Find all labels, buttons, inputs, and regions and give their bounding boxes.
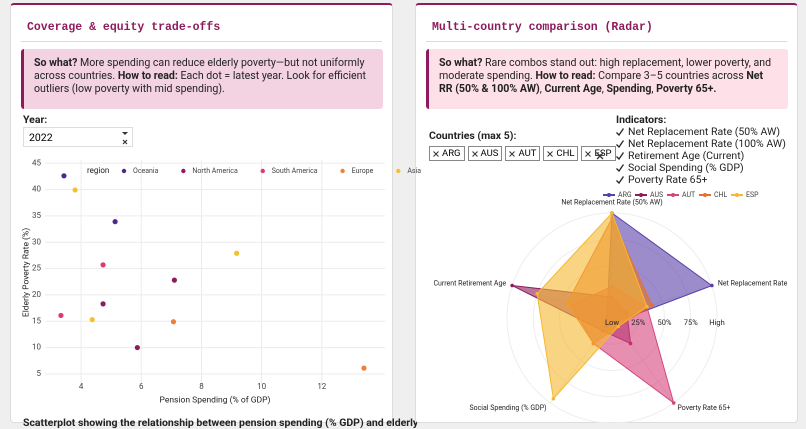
select-icons: [122, 132, 128, 145]
note-text: How to read:: [535, 69, 596, 82]
legend-swatch: [396, 168, 401, 174]
scatter-card: Coverage & equity trade-offs So what? Mo…: [10, 3, 418, 429]
note-text: ,: [651, 82, 657, 95]
note-text: So what?: [34, 56, 78, 69]
note-text: ,: [539, 82, 545, 95]
indicator-label: Social Spending (% GDP): [628, 161, 744, 174]
year-select[interactable]: 2022: [23, 127, 133, 147]
clear-icon[interactable]: [596, 152, 604, 160]
separator: [21, 41, 382, 42]
check-icon: [616, 139, 624, 148]
card-title: Multi-country comparison (Radar): [432, 21, 653, 34]
check-icon: [616, 127, 624, 136]
chip-label: AUS: [480, 148, 499, 159]
indicator-option[interactable]: Net Replacement Rate (50% AW): [616, 125, 780, 138]
info-note: So what? Rare combos stand out: high rep…: [426, 49, 788, 109]
indicator-label: Net Replacement Rate (50% AW): [628, 125, 780, 138]
indicator-label: Retirement Age (Current): [628, 149, 745, 162]
check-icon: [616, 163, 624, 172]
year-value: 2022: [29, 131, 53, 144]
indicator-option[interactable]: Poverty Rate 65+: [616, 173, 707, 186]
note-text: Net RR (50% & 100% AW): [439, 69, 764, 95]
remove-icon[interactable]: [585, 150, 592, 157]
note-text: Current Age: [544, 82, 602, 95]
remove-icon[interactable]: [509, 150, 516, 157]
note-text: How to read:: [117, 69, 178, 82]
note-text: ,: [601, 82, 607, 95]
indicator-label: Poverty Rate 65+: [628, 173, 708, 186]
country-chip[interactable]: ARG: [429, 146, 465, 161]
info-note: So what? More spending can reduce elderl…: [21, 49, 383, 109]
chip-label: AUT: [518, 148, 537, 159]
note-text: Rare combos stand out: high replacement,…: [439, 56, 772, 82]
note-text: Compare 3–5 countries across: [595, 69, 747, 82]
check-icon: [616, 175, 624, 184]
note-text: Poverty 65+.: [656, 82, 717, 95]
separator: [426, 41, 787, 42]
note-text: More spending can reduce elderly poverty…: [34, 56, 365, 82]
card-title: Coverage & equity trade-offs: [27, 21, 221, 34]
indicator-option[interactable]: Retirement Age (Current): [616, 149, 744, 162]
note-text: Each dot = latest year. Look for efficie…: [34, 69, 366, 95]
indicator-label: Net Replacement Rate (100% AW): [628, 137, 786, 150]
indicator-option[interactable]: Social Spending (% GDP): [616, 161, 744, 174]
indicators-label: Indicators:: [616, 113, 667, 126]
note-text: So what?: [439, 56, 483, 69]
chip-label: CHL: [556, 148, 575, 159]
chip-label: ARG: [442, 148, 461, 159]
country-chips: ARG AUS AUT CHL ESP: [429, 146, 616, 161]
indicator-option[interactable]: Net Replacement Rate (100% AW): [616, 137, 786, 150]
country-chip[interactable]: AUS: [467, 146, 503, 161]
radar-card: Multi-country comparison (Radar) So what…: [415, 3, 798, 423]
remove-icon[interactable]: [547, 150, 554, 157]
country-chip[interactable]: AUT: [505, 146, 541, 161]
country-chip[interactable]: CHL: [543, 146, 579, 161]
remove-icon[interactable]: [433, 150, 439, 157]
note-text: Spending: [606, 82, 652, 95]
remove-icon[interactable]: [471, 150, 478, 157]
year-label: Year:: [23, 113, 48, 126]
check-icon: [616, 151, 624, 160]
countries-label: Countries (max 5):: [429, 129, 517, 142]
